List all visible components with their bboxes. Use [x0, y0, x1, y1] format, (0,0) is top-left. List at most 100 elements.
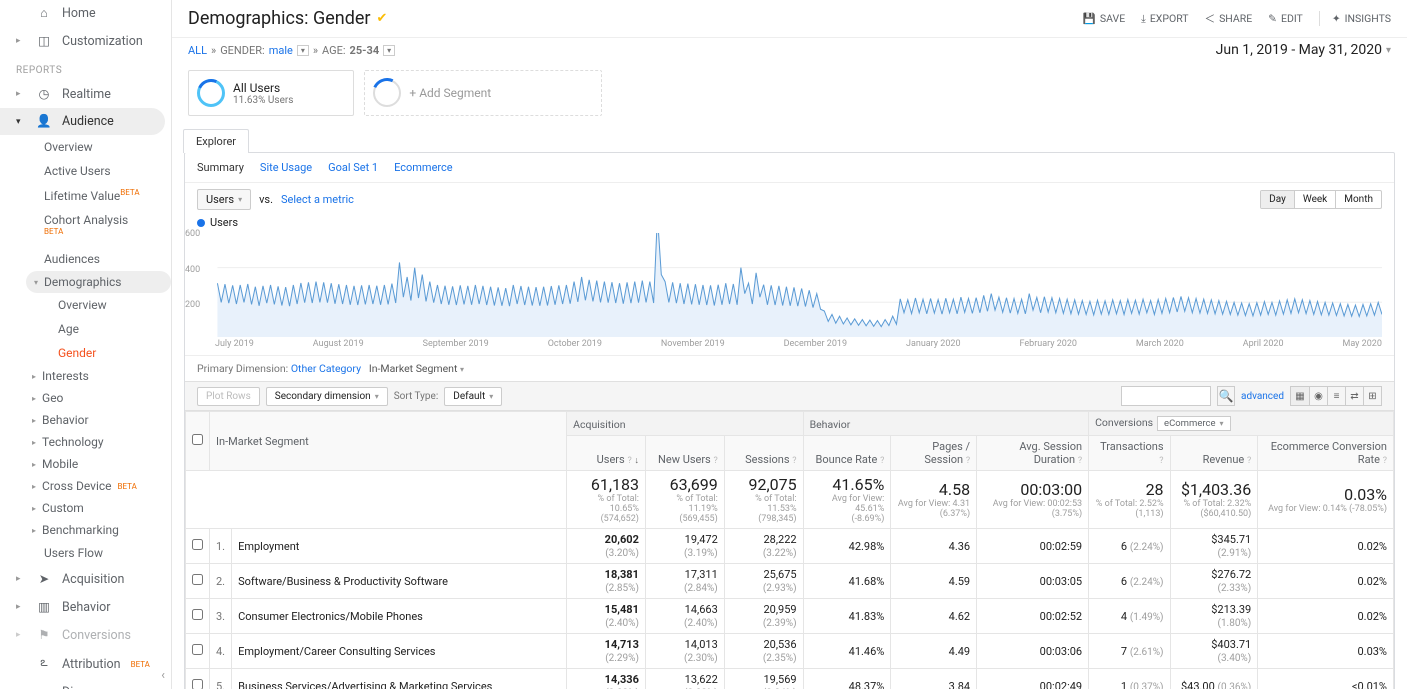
share-button[interactable]: ＜SHARE: [1205, 11, 1253, 26]
nav-customization[interactable]: ▸◫Customization: [0, 27, 171, 55]
save-button[interactable]: 💾SAVE: [1083, 11, 1125, 26]
col-transactions[interactable]: Transactions ?: [1089, 436, 1170, 471]
month-toggle[interactable]: Month: [1335, 191, 1381, 208]
nav-conversions[interactable]: ▸⚑Conversions: [0, 621, 171, 649]
day-toggle[interactable]: Day: [1261, 191, 1294, 208]
conversions-dropdown[interactable]: eCommerce▾: [1157, 416, 1231, 431]
add-segment[interactable]: + Add Segment: [364, 70, 602, 116]
export-button[interactable]: ⤓EXPORT: [1141, 11, 1188, 26]
nav-active-users[interactable]: Active Users: [44, 159, 171, 183]
view-table-icon[interactable]: ▦: [1291, 387, 1309, 405]
nav-demographics[interactable]: ▾Demographics: [26, 271, 171, 293]
nav-custom[interactable]: ▸Custom: [32, 497, 171, 519]
view-percent-icon[interactable]: ◉: [1309, 387, 1327, 405]
sort-type[interactable]: Default▾: [444, 387, 502, 406]
nav-mobile[interactable]: ▸Mobile: [32, 453, 171, 475]
select-metric[interactable]: Select a metric: [281, 193, 354, 206]
col-duration[interactable]: Avg. Session Duration ?: [977, 436, 1089, 471]
main-content: Demographics: Gender✔ 💾SAVE ⤓EXPORT ＜SHA…: [172, 0, 1407, 689]
age-dropdown[interactable]: ▾: [383, 45, 395, 56]
nav-demo-overview[interactable]: Overview: [58, 293, 171, 317]
dim-other-category[interactable]: Other Category: [291, 362, 361, 375]
acquisition-icon: ➤: [36, 571, 52, 587]
view-comparison-icon[interactable]: ⇄: [1345, 387, 1363, 405]
table-row[interactable]: 4.Employment/Career Consulting Services1…: [186, 634, 1394, 669]
nav-geo[interactable]: ▸Geo: [32, 387, 171, 409]
segment-all-users[interactable]: All Users11.63% Users: [188, 70, 354, 116]
table-search-input[interactable]: [1121, 386, 1211, 406]
advanced-link[interactable]: advanced: [1241, 391, 1284, 402]
chart-legend: Users: [185, 216, 1394, 229]
plot-rows-button[interactable]: Plot Rows: [197, 387, 260, 406]
row-checkbox[interactable]: [192, 679, 203, 689]
nav-lifetime-value[interactable]: Lifetime ValueBETA: [44, 183, 171, 208]
nav-demo-gender[interactable]: Gender: [58, 341, 171, 365]
tab-explorer[interactable]: Explorer: [183, 129, 249, 153]
clock-icon: ◷: [36, 86, 52, 102]
table-row[interactable]: 2.Software/Business & Productivity Softw…: [186, 564, 1394, 599]
nav-acquisition[interactable]: ▸➤Acquisition: [0, 565, 171, 593]
table-row[interactable]: 5.Business Services/Advertising & Market…: [186, 669, 1394, 689]
nav-behavior[interactable]: ▸▥Behavior: [0, 593, 171, 621]
col-bounce[interactable]: Bounce Rate ?: [803, 436, 891, 471]
time-granularity[interactable]: Day Week Month: [1260, 190, 1382, 209]
edit-button[interactable]: ✎EDIT: [1268, 11, 1303, 26]
insights-button[interactable]: ✦INSIGHTS: [1319, 11, 1391, 26]
nav-attribution[interactable]: ఽAttributionBETA: [0, 649, 171, 679]
nav-home[interactable]: ⌂Home: [0, 0, 171, 27]
nav-overview[interactable]: Overview: [44, 135, 171, 159]
nav-realtime[interactable]: ▸◷Realtime: [0, 80, 171, 108]
nav-users-flow[interactable]: Users Flow: [44, 541, 171, 565]
select-all-checkbox[interactable]: [192, 434, 203, 445]
col-users[interactable]: Users ? ↓: [567, 436, 646, 471]
col-revenue[interactable]: Revenue ?: [1170, 436, 1258, 471]
breadcrumb-all[interactable]: ALL: [188, 44, 207, 57]
nav-audience[interactable]: ▾👤Audience: [0, 108, 165, 135]
row-checkbox[interactable]: [192, 609, 203, 620]
export-icon: ⤓: [1141, 12, 1146, 26]
table-row[interactable]: 1.Employment20,602 (3.20%)19,472 (3.19%)…: [186, 529, 1394, 564]
view-performance-icon[interactable]: ≡: [1327, 387, 1345, 405]
segment-cell[interactable]: Software/Business & Productivity Softwar…: [232, 564, 567, 599]
nav-interests[interactable]: ▸Interests: [32, 365, 171, 387]
view-pivot-icon[interactable]: ⊞: [1363, 387, 1381, 405]
week-toggle[interactable]: Week: [1294, 191, 1335, 208]
collapse-sidebar[interactable]: ‹: [161, 668, 165, 683]
metric-select[interactable]: Users▾: [197, 189, 251, 210]
nav-cross-device[interactable]: ▸Cross Device BETA: [32, 475, 171, 497]
subtab-summary[interactable]: Summary: [197, 161, 244, 174]
segment-donut-icon: [197, 79, 225, 107]
col-sessions[interactable]: Sessions ?: [724, 436, 803, 471]
segment-cell[interactable]: Consumer Electronics/Mobile Phones: [232, 599, 567, 634]
date-range[interactable]: Jun 1, 2019 - May 31, 2020▾: [1216, 42, 1391, 58]
nav-discover[interactable]: ♀Discover: [0, 679, 171, 689]
col-new-users[interactable]: New Users ?: [645, 436, 724, 471]
nav-technology[interactable]: ▸Technology: [32, 431, 171, 453]
row-checkbox[interactable]: [192, 539, 203, 550]
nav-audiences[interactable]: Audiences: [44, 247, 171, 271]
col-ecr[interactable]: Ecommerce Conversion Rate ?: [1258, 436, 1394, 471]
dim-inmarket[interactable]: In-Market Segment: [369, 362, 458, 375]
subtab-goal-set[interactable]: Goal Set 1: [328, 161, 378, 174]
segment-cell[interactable]: Business Services/Advertising & Marketin…: [232, 669, 567, 689]
nav-demo-age[interactable]: Age: [58, 317, 171, 341]
row-checkbox[interactable]: [192, 644, 203, 655]
row-checkbox[interactable]: [192, 574, 203, 585]
nav-benchmarking[interactable]: ▸Benchmarking: [32, 519, 171, 541]
table-row[interactable]: 3.Consumer Electronics/Mobile Phones15,4…: [186, 599, 1394, 634]
subtab-ecommerce[interactable]: Ecommerce: [394, 161, 453, 174]
nav-cohort[interactable]: Cohort AnalysisBETA: [44, 208, 171, 247]
col-pps[interactable]: Pages / Session ?: [891, 436, 977, 471]
secondary-dimension[interactable]: Secondary dimension▾: [266, 387, 388, 406]
gender-dropdown[interactable]: ▾: [297, 45, 309, 56]
segment-cell[interactable]: Employment: [232, 529, 567, 564]
breadcrumb-gender[interactable]: male: [269, 44, 293, 57]
empty-circle-icon: [373, 79, 401, 107]
subtab-site-usage[interactable]: Site Usage: [260, 161, 312, 174]
star-icon[interactable]: ✔: [377, 11, 388, 26]
table-search-button[interactable]: 🔍: [1217, 386, 1235, 406]
col-dimension[interactable]: In-Market Segment: [210, 412, 567, 471]
nav-behavior-sub[interactable]: ▸Behavior: [32, 409, 171, 431]
legend-dot-icon: [197, 219, 205, 227]
segment-cell[interactable]: Employment/Career Consulting Services: [232, 634, 567, 669]
